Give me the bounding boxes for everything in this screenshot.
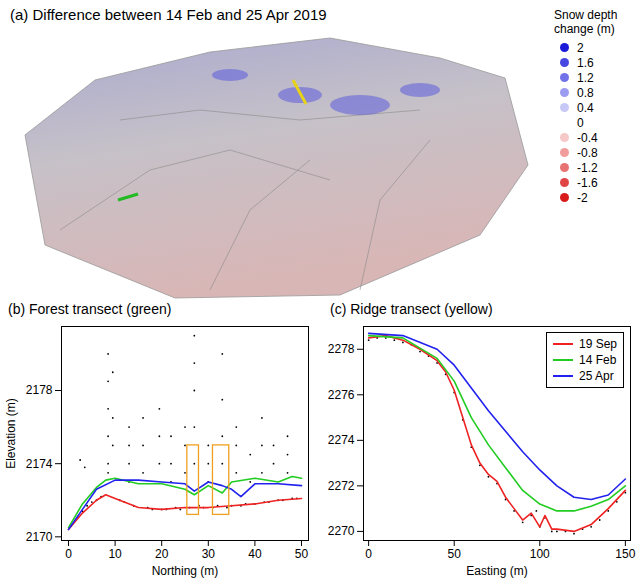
svg-text:50: 50 (295, 547, 309, 561)
html-text:1.6: 1.6 (577, 55, 594, 70)
svg-text:(a) Difference between 14 Feb: (a) Difference between 14 Feb and 25 Apr… (10, 6, 327, 23)
svg-text:Easting (m): Easting (m) (466, 564, 527, 578)
svg-text:40: 40 (248, 547, 262, 561)
svg-text:Elevation (m): Elevation (m) (4, 398, 18, 469)
html-text:-1.2: -1.2 (577, 160, 598, 175)
svg-text:100: 100 (530, 547, 550, 561)
svg-text:2170: 2170 (26, 530, 53, 544)
html-text:(c) Ridge transect (yellow): (c) Ridge transect (yellow) (330, 301, 493, 317)
html-text:2: 2 (577, 40, 584, 55)
svg-text:2274: 2274 (328, 433, 355, 447)
html-text:14 Feb: 14 Feb (579, 353, 617, 367)
html-text:1.2: 1.2 (577, 70, 594, 85)
html-text:0.4: 0.4 (577, 100, 594, 115)
html-text:-1.6: -1.6 (577, 175, 598, 190)
html-text:-0.4: -0.4 (577, 130, 598, 145)
html-text:25 Apr: 25 Apr (579, 369, 614, 383)
html-text:19 Sep: 19 Sep (579, 337, 617, 351)
svg-text:2276: 2276 (328, 388, 355, 402)
svg-text:30: 30 (202, 547, 216, 561)
svg-text:20: 20 (155, 547, 169, 561)
html-text:-0.8: -0.8 (577, 145, 598, 160)
svg-text:150: 150 (615, 547, 635, 561)
svg-text:Northing (m): Northing (m) (152, 564, 219, 578)
svg-text:2278: 2278 (328, 342, 355, 356)
html-text:0: 0 (577, 115, 584, 130)
html-text:(b) Forest transect (green): (b) Forest transect (green) (8, 301, 172, 317)
html-text:0.8: 0.8 (577, 85, 594, 100)
svg-text:10: 10 (108, 547, 122, 561)
html-text:-2: -2 (577, 190, 588, 205)
html-text:Snow depth change (m): Snow depth change (m) (554, 8, 618, 36)
svg-text:0: 0 (365, 547, 372, 561)
svg-text:50: 50 (448, 547, 462, 561)
svg-text:2178: 2178 (26, 383, 53, 397)
svg-text:2270: 2270 (328, 524, 355, 538)
svg-text:2174: 2174 (26, 457, 53, 471)
svg-text:0: 0 (65, 547, 72, 561)
svg-text:2272: 2272 (328, 479, 355, 493)
